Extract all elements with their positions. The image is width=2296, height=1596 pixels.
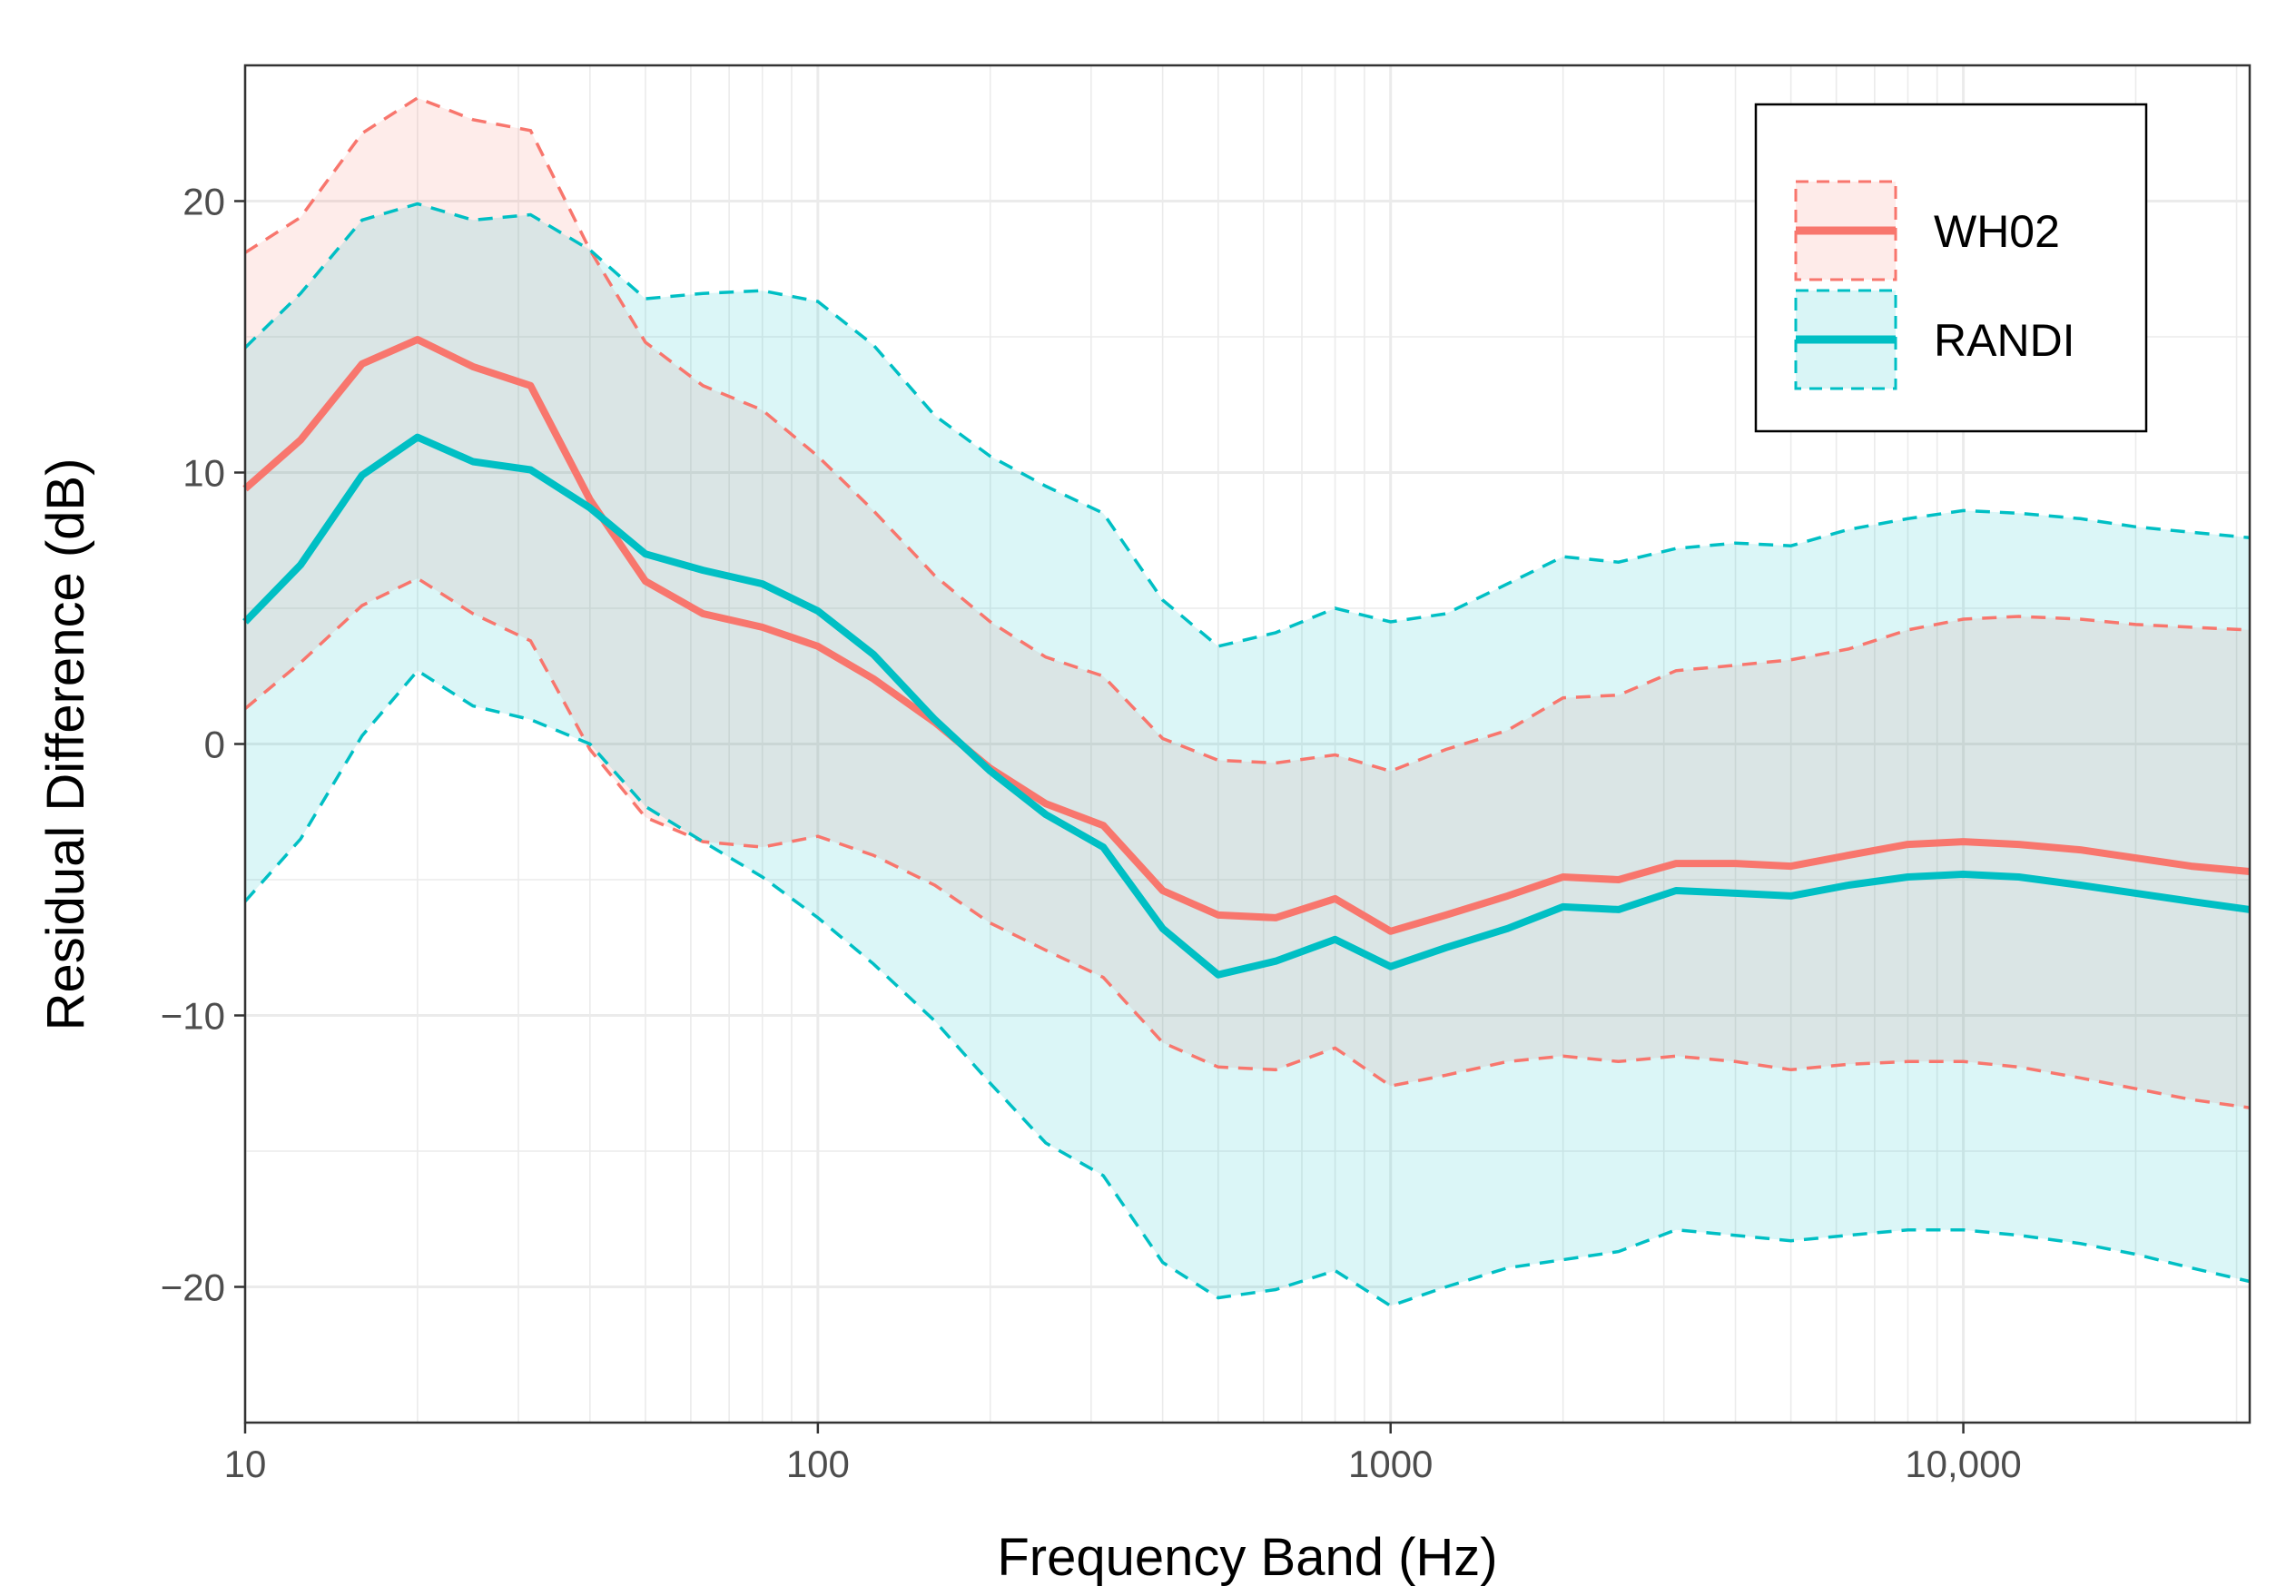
x-axis-title: Frequency Band (Hz) <box>997 1528 1497 1587</box>
legend-box <box>1754 103 2148 433</box>
ribbon-wh02 <box>245 97 2250 1108</box>
mean-line-wh02 <box>242 336 2251 935</box>
upper-bound-wh02 <box>244 95 2251 773</box>
y-tick-label: 20 <box>182 181 225 223</box>
x-tick-label: 10 <box>224 1443 267 1485</box>
y-tick-label: −20 <box>161 1266 225 1309</box>
series-lines <box>242 95 2251 1308</box>
legend-key-randi <box>1794 289 1897 390</box>
lower-bound-randi <box>243 668 2251 1308</box>
ribbon-randi <box>245 203 2250 1306</box>
x-tick-label: 100 <box>786 1443 850 1485</box>
x-tick-label: 10,000 <box>1905 1443 2021 1485</box>
legend-label-randi: RANDI <box>1934 315 2075 366</box>
y-tick-label: 0 <box>204 724 225 766</box>
legend-key-wh02 <box>1794 180 1897 281</box>
y-axis-title: Residual Difference (dB) <box>36 458 95 1031</box>
confidence-ribbons <box>245 97 2250 1306</box>
y-tick-label: 10 <box>182 452 225 495</box>
legend: WH02 RANDI <box>1754 103 2148 433</box>
mean-line-randi <box>242 433 2251 979</box>
y-tick-label: −10 <box>161 995 225 1038</box>
upper-bound-randi <box>243 202 2251 648</box>
x-tick-label: 1000 <box>1348 1443 1433 1485</box>
legend-label-wh02: WH02 <box>1934 206 2060 257</box>
lower-bound-wh02 <box>243 576 2251 1109</box>
